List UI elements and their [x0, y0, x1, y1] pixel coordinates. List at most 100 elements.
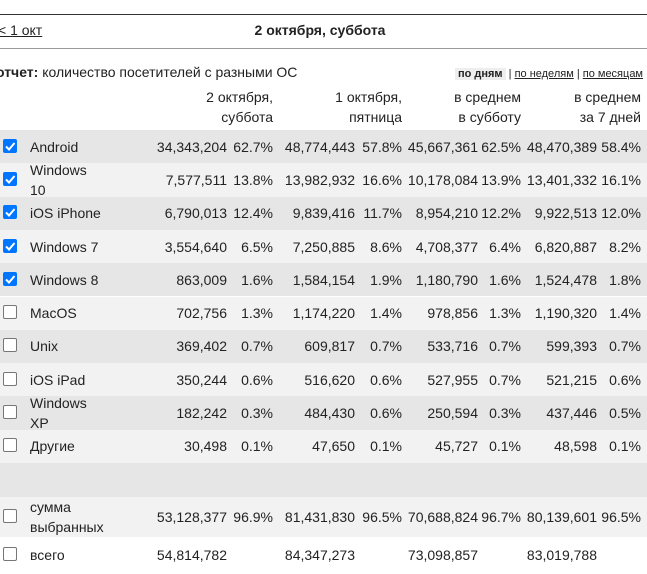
share-cell: 0.1% — [241, 438, 273, 455]
value-cell: 1,524,478 — [534, 271, 597, 288]
share-cell: 0.6% — [609, 371, 641, 388]
value-cell: 863,009 — [176, 271, 227, 288]
value-cell: 609,817 — [304, 338, 355, 355]
row-name: iOS iPad — [30, 371, 86, 388]
column-header-line: в среднем — [574, 89, 641, 105]
share-cell: 96.9% — [233, 509, 273, 525]
value-cell: 437,446 — [546, 405, 597, 422]
share-cell: 8.2% — [609, 238, 641, 255]
share-cell: 1.6% — [241, 271, 273, 288]
row-name: всего — [30, 546, 65, 563]
value-cell: 4,708,377 — [415, 238, 478, 255]
report-label: отчет: — [0, 64, 39, 80]
row-name: Windows 7 — [30, 238, 99, 255]
share-cell: 0.1% — [489, 438, 521, 455]
column-header-line: 1 октября, — [335, 89, 402, 105]
column-header-line: суббота — [221, 109, 273, 125]
table-row: iOS iPhone 6,790,013 9,839,416 8,954,210 9,9… — [0, 196, 647, 230]
checkbox[interactable] — [3, 171, 17, 186]
value-cell: 9,922,513 — [534, 205, 597, 222]
checkbox[interactable] — [3, 305, 17, 320]
checkbox[interactable] — [3, 438, 17, 453]
share-cell: 96.5% — [601, 509, 641, 525]
row-name: iOS iPhone — [30, 205, 101, 222]
table-row: сумма выбранных 53,128,377 81,431,830 70,68… — [0, 497, 647, 537]
value-cell: 599,393 — [546, 338, 597, 355]
value-cell: 47,650 — [312, 438, 355, 455]
checkbox[interactable] — [3, 271, 17, 286]
value-cell: 53,128,377 — [156, 509, 227, 525]
table-row: Windows 10 7,577,511 13,982,932 10,178,084 1… — [0, 162, 647, 198]
value-cell: 350,244 — [176, 371, 227, 388]
page-title: 2 октября, суббота — [254, 22, 386, 38]
share-cell: 0.5% — [609, 405, 641, 422]
check-mark — [5, 208, 16, 218]
checkbox[interactable] — [3, 405, 17, 420]
value-cell: 54,814,782 — [156, 546, 227, 563]
value-cell: 6,820,887 — [534, 238, 597, 255]
share-cell: 13.9% — [481, 171, 521, 188]
value-cell: 250,594 — [427, 405, 478, 422]
share-cell: 0.7% — [609, 338, 641, 355]
share-cell: 11.7% — [363, 205, 402, 222]
period-active[interactable]: по дням — [454, 68, 506, 80]
share-cell: 0.3% — [241, 405, 273, 422]
row-name: сумма выбранных — [30, 499, 104, 535]
value-cell: 6,790,013 — [164, 205, 227, 222]
table-row: Unix 369,402 609,817 533,716 599,393 0.7% 0.7%… — [0, 329, 647, 364]
share-cell: 6.5% — [241, 238, 273, 255]
column-header-line: 2 октября, — [206, 89, 273, 105]
column-header: 1 октября, пятница — [335, 87, 402, 127]
separator: | — [508, 68, 512, 80]
column-header: 2 октября, суббота — [206, 87, 273, 127]
share-cell: 62.5% — [481, 138, 521, 155]
share-cell: 6.4% — [489, 238, 521, 255]
column-header: в среднем за 7 дней — [574, 87, 641, 127]
value-cell: 521,215 — [546, 371, 597, 388]
share-cell: 12.2% — [481, 205, 521, 222]
value-cell: 182,242 — [176, 405, 227, 422]
row-name: Windows XP — [30, 395, 87, 432]
prev-link[interactable]: < 1 окт — [0, 22, 43, 38]
share-cell: 0.7% — [370, 338, 402, 355]
table-row: Android 34,343,204 48,774,443 45,667,361 48,… — [0, 130, 647, 164]
column-header-line: за 7 дней — [579, 109, 641, 125]
checkbox[interactable] — [3, 546, 17, 561]
checkbox[interactable] — [3, 138, 17, 153]
value-cell: 702,756 — [176, 305, 227, 322]
period-link[interactable]: по неделям — [514, 68, 574, 80]
column-header-line: в субботу — [458, 109, 521, 125]
share-cell: 96.7% — [481, 509, 521, 525]
period-link[interactable]: по месяцам — [582, 68, 643, 80]
column-header-line: пятница — [349, 109, 402, 125]
spacer-row — [0, 463, 647, 497]
share-cell: 13.8% — [233, 171, 273, 188]
column-header-line: в среднем — [454, 89, 521, 105]
table-row: Windows XP 182,242 484,430 250,594 437,446 0.… — [0, 395, 647, 431]
row-name: Unix — [30, 338, 59, 355]
check-mark — [5, 141, 16, 151]
row-name: Windows 8 — [30, 271, 99, 288]
checkbox[interactable] — [3, 338, 17, 353]
checkbox[interactable] — [3, 238, 17, 253]
share-cell: 16.1% — [601, 171, 641, 188]
value-cell: 73,098,857 — [407, 546, 478, 563]
share-cell: 1.6% — [489, 271, 521, 288]
column-header: в среднем в субботу — [454, 87, 521, 127]
share-cell: 0.6% — [241, 371, 273, 388]
checkbox[interactable] — [3, 509, 17, 523]
share-cell: 0.3% — [489, 405, 521, 422]
share-cell: 0.6% — [370, 405, 402, 422]
checkbox[interactable] — [3, 205, 17, 220]
value-cell: 7,577,511 — [165, 171, 227, 188]
value-cell: 516,620 — [304, 371, 355, 388]
share-cell: 0.7% — [489, 371, 521, 388]
value-cell: 80,139,601 — [526, 509, 597, 525]
share-cell: 57.8% — [362, 138, 402, 155]
value-cell: 9,839,416 — [292, 205, 355, 222]
share-cell: 1.4% — [609, 305, 641, 322]
report-text: количество посетителей с разными ОС — [42, 64, 298, 80]
checkbox[interactable] — [3, 371, 17, 386]
share-cell: 1.3% — [241, 305, 273, 322]
